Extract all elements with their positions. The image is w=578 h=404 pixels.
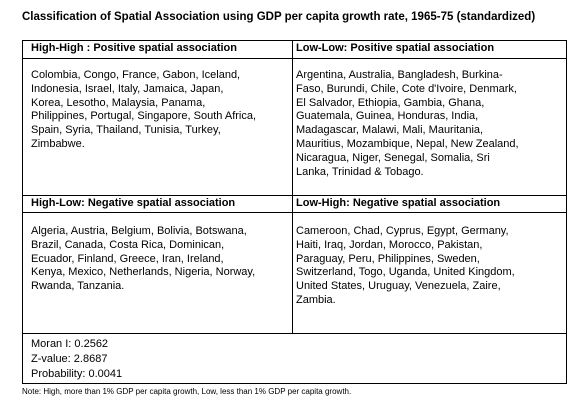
cell-text: Colombia, Congo, France, Gabon, Iceland, — [31, 69, 241, 81]
cell-text: Rwanda, Tanzania. — [31, 280, 125, 293]
column-divider — [292, 40, 293, 333]
cell-text: Nicaragua, Niger, Senegal, Somalia, Sri — [296, 151, 490, 164]
row-line — [22, 195, 567, 196]
cell-header: Low-Low: Positive spatial association — [296, 42, 495, 54]
statistic: Z-value: 2.8687 — [31, 353, 108, 365]
cell-text: Zimbabwe. — [31, 138, 85, 150]
cell-text: Indonesia, Israel, Italy, Jamaica, Japan… — [31, 82, 224, 95]
cell-text: Argentina, Australia, Bangladesh, Burkin… — [296, 69, 503, 81]
cell-text: Spain, Syria, Thailand, Tunisia, Turkey, — [31, 124, 221, 137]
statistic: Probability: 0.0041 — [31, 368, 123, 380]
title: Classification of Spatial Association us… — [22, 11, 536, 23]
cell-text: Philippines, Portugal, Singapore, South … — [31, 110, 257, 123]
cell-text: Haiti, Iraq, Jordan, Morocco, Pakistan, — [296, 238, 483, 251]
cell-text: Paraguay, Peru, Philippines, Sweden, — [296, 252, 480, 265]
note: Note: High, more than 1% GDP per capita … — [22, 387, 352, 396]
cell-text: United States, Uruguay, Venezuela, Zaire… — [296, 280, 501, 293]
cell-text: Ecuador, Finland, Greece, Iran, Ireland, — [31, 252, 224, 265]
cell-text: Cameroon, Chad, Cyprus, Egypt, Germany, — [296, 225, 509, 237]
cell-header: High-Low: Negative spatial association — [31, 197, 236, 209]
cell-header: High-High : Positive spatial association — [31, 42, 237, 54]
cell-text: Mauritius, Mozambique, Nepal, New Zealan… — [296, 138, 519, 150]
cell-text: Guatemala, Guinea, Honduras, India, — [296, 110, 479, 123]
cell-text: Kenya, Mexico, Netherlands, Nigeria, Nor… — [31, 266, 256, 279]
cell-text: Madagascar, Malawi, Mali, Mauritania, — [296, 124, 484, 137]
cell-text: Algeria, Austria, Belgium, Bolivia, Bots… — [31, 225, 247, 237]
cell-text: Switzerland, Togo, Uganda, United Kingdo… — [296, 266, 515, 279]
cell-text: Korea, Lesotho, Malaysia, Panama, — [31, 96, 206, 109]
cell-text: El Salvador, Ethiopia, Gambia, Ghana, — [296, 96, 485, 109]
cell-text: Zambia. — [296, 294, 336, 306]
cell-header: Low-High: Negative spatial association — [296, 197, 501, 209]
row-line — [22, 212, 567, 213]
cell-text: Lanka, Trinidad & Tobago. — [296, 165, 424, 178]
row-line — [22, 333, 567, 334]
cell-text: Faso, Burundi, Chile, Cote d'Ivoire, Den… — [296, 82, 517, 95]
row-line — [22, 58, 567, 59]
cell-text: Brazil, Canada, Costa Rica, Dominican, — [31, 238, 225, 251]
statistic: Moran I: 0.2562 — [31, 338, 109, 350]
